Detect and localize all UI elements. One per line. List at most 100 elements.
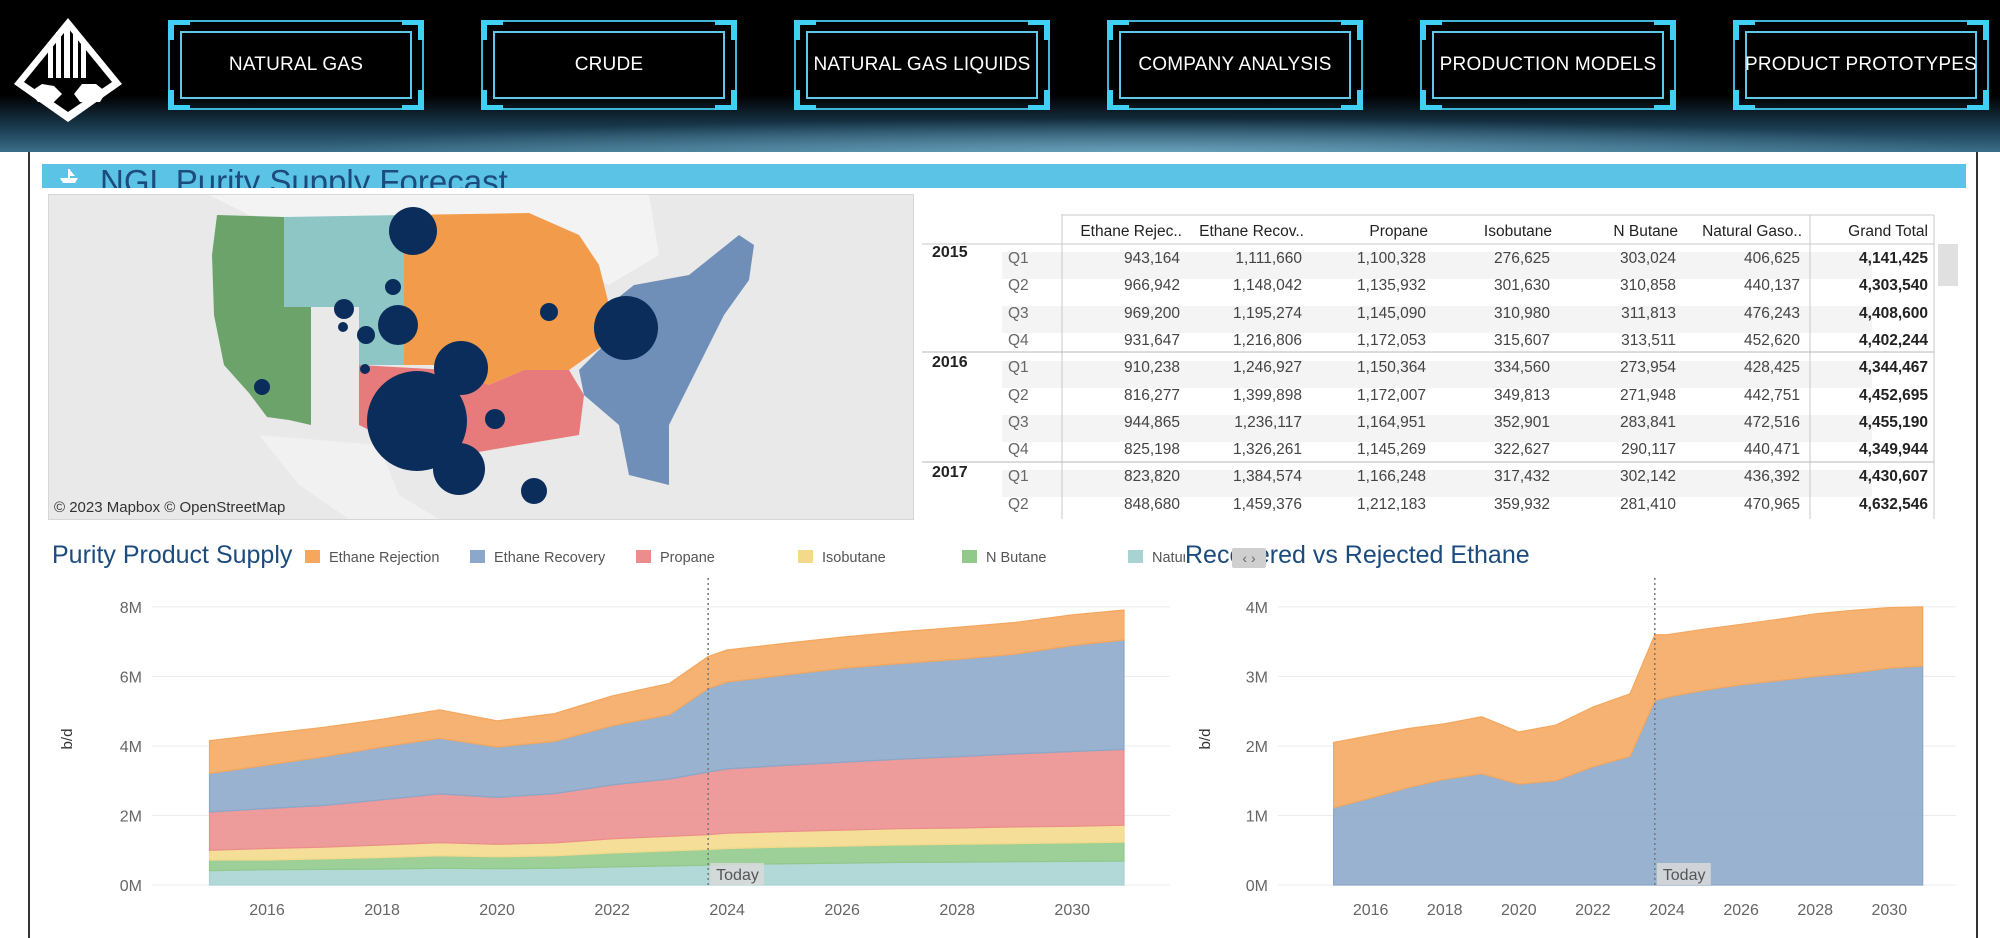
table-cell[interactable]: 848,680 [1123,495,1180,513]
supply-bubble[interactable] [378,305,418,345]
supply-bubble[interactable] [485,409,505,429]
table-cell[interactable]: 1,195,274 [1233,304,1302,322]
table-cell[interactable]: 302,142 [1619,468,1676,486]
table-cell[interactable]: 4,430,607 [1859,468,1928,486]
table-cell[interactable]: 436,392 [1743,468,1800,486]
table-cell[interactable]: 1,459,376 [1233,495,1302,513]
legend-item[interactable]: N Butane [962,550,1046,570]
table-cell[interactable]: 4,303,540 [1859,277,1928,295]
nav-button-natural-gas[interactable]: NATURAL GAS [168,20,424,110]
table-cell[interactable]: 310,858 [1619,277,1676,295]
table-cell[interactable]: 1,236,117 [1234,413,1302,431]
area-series-ethane-rejection[interactable] [1333,606,1924,809]
column-header[interactable]: Isobutane [1483,223,1552,240]
table-cell[interactable]: 1,164,951 [1357,413,1426,431]
table-cell[interactable]: 352,901 [1493,413,1550,431]
table-cell[interactable]: 966,942 [1123,277,1180,295]
legend-scroll-arrows-icon[interactable]: ‹ › [1232,548,1266,568]
table-cell[interactable]: 301,630 [1493,277,1550,295]
table-cell[interactable]: 334,560 [1493,359,1550,377]
table-cell[interactable]: 315,607 [1493,331,1550,349]
table-cell[interactable]: 4,452,695 [1859,386,1928,404]
supply-bubble[interactable] [338,322,348,332]
table-cell[interactable]: 276,625 [1493,250,1550,267]
table-cell[interactable]: 317,432 [1493,468,1550,486]
table-cell[interactable]: 313,511 [1621,331,1676,349]
table-cell[interactable]: 440,137 [1743,277,1800,295]
column-header[interactable]: Propane [1369,223,1428,240]
supply-bubble[interactable] [334,299,354,319]
table-cell[interactable]: 476,243 [1743,304,1800,322]
legend-item[interactable]: Ethane Rejection [305,550,439,570]
table-cell[interactable]: 273,954 [1619,359,1676,377]
table-cell[interactable]: 4,455,190 [1859,413,1928,431]
legend-item[interactable]: Isobutane [798,550,886,570]
nav-button-product-prototypes[interactable]: PRODUCT PROTOTYPES [1733,20,1989,110]
table-cell[interactable]: 452,620 [1743,331,1800,349]
table-cell[interactable]: 816,277 [1123,386,1180,404]
supply-bubble[interactable] [594,296,658,360]
recovered-vs-rejected-chart[interactable]: 0M 1M 2M 3M 4M 2016 2018 2020 2022 2024 2026 2028 20… [1186,575,1966,938]
table-cell[interactable]: 1,246,927 [1233,359,1302,377]
supply-bubble[interactable] [521,478,547,504]
supply-bubble[interactable] [367,371,467,471]
table-cell[interactable]: 1,216,806 [1233,331,1302,349]
legend-item[interactable]: Propane [636,550,715,570]
table-cell[interactable]: 1,384,574 [1233,468,1302,486]
table-cell[interactable]: 4,349,944 [1859,441,1928,459]
table-cell[interactable]: 283,841 [1619,413,1676,431]
table-cell[interactable]: 1,145,090 [1357,304,1426,322]
table-cell[interactable]: 1,148,042 [1233,277,1302,295]
table-cell[interactable]: 290,117 [1621,441,1676,459]
table-cell[interactable]: 1,135,932 [1357,277,1426,295]
table-cell[interactable]: 4,408,600 [1859,304,1928,322]
table-cell[interactable]: 311,813 [1621,304,1676,322]
supply-crosstab-table[interactable]: Ethane Rejec.. Ethane Recov.. Propane Is… [922,214,1960,520]
legend-item[interactable]: Ethane Recovery [470,550,605,570]
table-cell[interactable]: 944,865 [1123,413,1180,431]
table-cell[interactable]: 428,425 [1743,359,1800,377]
table-cell[interactable]: 470,965 [1743,495,1800,513]
table-cell[interactable]: 969,200 [1123,304,1180,322]
table-cell[interactable]: 310,980 [1493,304,1550,322]
table-cell[interactable]: 1,212,183 [1357,495,1426,513]
table-cell[interactable]: 1,111,660 [1235,250,1302,267]
table-cell[interactable]: 322,627 [1493,441,1550,459]
table-cell[interactable]: 472,516 [1743,413,1800,431]
table-cell[interactable]: 4,344,467 [1859,359,1928,377]
table-cell[interactable]: 1,399,898 [1233,386,1302,404]
table-cell[interactable]: 281,410 [1619,495,1676,513]
purity-product-supply-chart[interactable]: 0M 2M 4M 6M 8M 2016 2018 2020 2022 2024 2026 2028 20… [48,575,1180,938]
table-cell[interactable]: 1,100,328 [1357,250,1426,267]
table-cell[interactable]: 359,932 [1493,495,1550,513]
supply-bubble[interactable] [360,364,370,374]
nav-button-production-models[interactable]: PRODUCTION MODELS [1420,20,1676,110]
supply-bubble[interactable] [357,326,375,344]
table-cell[interactable]: 442,751 [1743,386,1800,404]
supply-bubble[interactable] [433,443,485,495]
table-cell[interactable]: 1,145,269 [1357,441,1426,459]
supply-bubble[interactable] [254,379,270,395]
table-cell[interactable]: 4,141,425 [1859,250,1928,267]
table-cell[interactable]: 1,172,007 [1357,386,1426,404]
column-header[interactable]: Natural Gaso.. [1702,223,1802,240]
column-header[interactable]: N Butane [1613,223,1678,240]
table-cell[interactable]: 271,948 [1619,386,1676,404]
table-cell[interactable]: 910,238 [1123,359,1180,377]
supply-bubble[interactable] [385,279,401,295]
table-cell[interactable]: 1,326,261 [1233,441,1302,459]
nav-button-company-analysis[interactable]: COMPANY ANALYSIS [1107,20,1363,110]
supply-bubble[interactable] [540,303,558,321]
us-supply-map[interactable]: © 2023 Mapbox © OpenStreetMap [48,194,914,520]
area-series-ethane-rejection[interactable] [208,609,1125,775]
table-cell[interactable]: 303,024 [1619,250,1676,267]
bull-bear-logo-icon[interactable] [8,14,128,126]
column-header[interactable]: Ethane Rejec.. [1080,223,1182,240]
table-cell[interactable]: 4,632,546 [1859,495,1928,513]
nav-button-crude[interactable]: CRUDE [481,20,737,110]
column-header[interactable]: Ethane Recov.. [1199,223,1304,240]
supply-bubble[interactable] [389,207,437,255]
table-cell[interactable]: 825,198 [1123,441,1180,459]
nav-button-natural-gas-liquids[interactable]: NATURAL GAS LIQUIDS [794,20,1050,110]
table-cell[interactable]: 406,625 [1743,250,1800,267]
